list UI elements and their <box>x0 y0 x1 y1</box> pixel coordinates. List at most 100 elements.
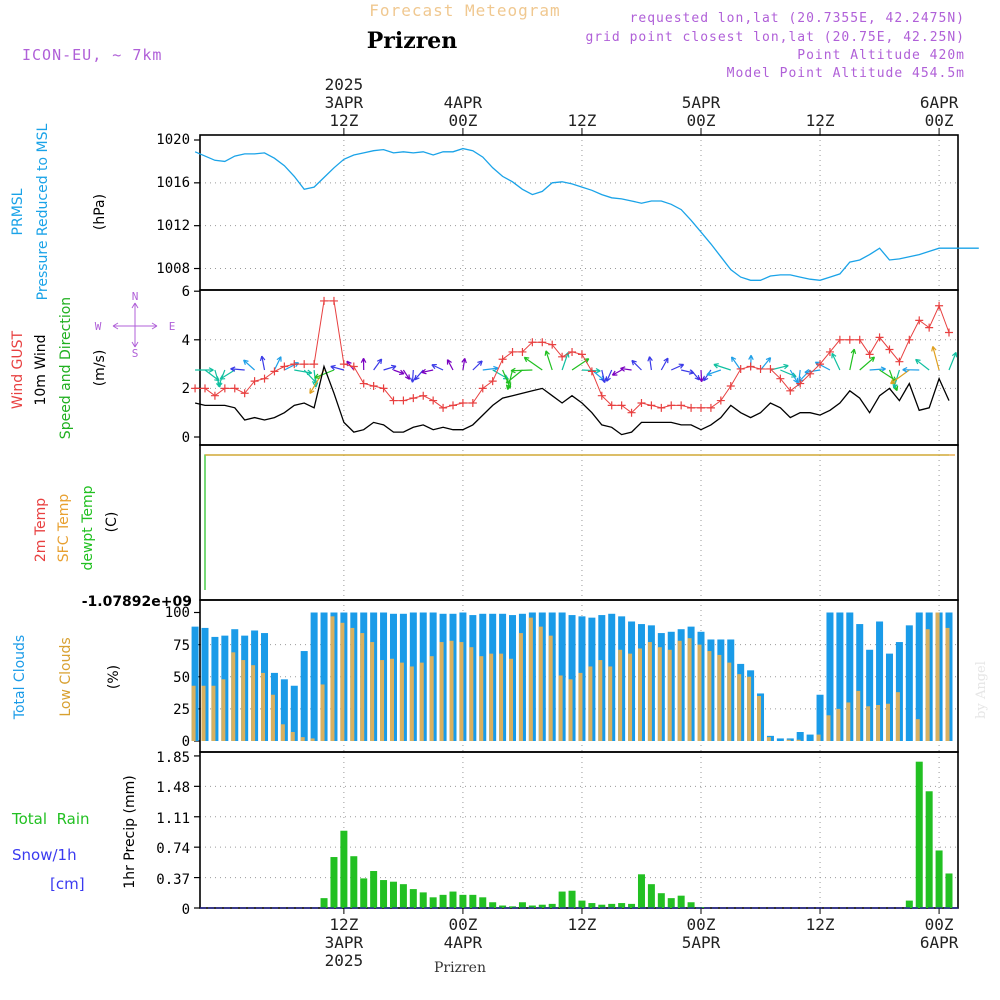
precip-bar <box>399 884 407 908</box>
gust-marker <box>746 362 755 371</box>
gust-marker <box>935 301 944 310</box>
low-cloud-bar <box>290 732 295 741</box>
total-cloud-bar <box>320 612 328 741</box>
gust-marker <box>697 403 705 412</box>
gust-marker <box>260 374 269 383</box>
wind-direction-arrow <box>510 367 533 374</box>
gust-marker <box>468 398 477 407</box>
wind-direction-arrow <box>760 357 772 371</box>
low-cloud-bar <box>866 706 871 741</box>
gust-marker <box>875 333 884 342</box>
low-cloud-bar <box>757 696 762 741</box>
gust-marker <box>597 391 606 400</box>
gust-marker <box>339 360 348 369</box>
low-cloud-bar <box>221 679 226 741</box>
low-cloud-bar <box>647 642 652 741</box>
total-cloud-bar <box>876 621 884 741</box>
wind-direction-arrow <box>330 364 345 371</box>
gust-marker <box>706 403 715 412</box>
low-cloud-bar <box>925 629 930 741</box>
wind-direction-arrow <box>690 369 701 381</box>
precip-bar <box>548 903 556 908</box>
precip-label-rain: Total Rain <box>11 810 90 828</box>
wind-direction-arrow <box>849 348 857 371</box>
dewpt-series-line <box>204 454 949 590</box>
precip-bar <box>320 898 328 908</box>
low-cloud-bar <box>389 658 394 741</box>
pressure-tick-1020: 1020 <box>156 132 190 148</box>
total-cloud-bar <box>826 612 834 741</box>
precip-bar <box>469 894 477 908</box>
time-axis-top-label: 5APR <box>682 93 721 112</box>
gust-marker <box>617 401 626 410</box>
gust-marker <box>329 296 338 305</box>
precip-bar <box>429 897 437 908</box>
gust-marker <box>905 335 914 344</box>
gust-marker <box>915 316 924 325</box>
compass-s-label: S <box>132 347 139 360</box>
total-cloud-bar <box>895 642 903 741</box>
gust-marker <box>538 338 547 347</box>
gridpoint-location: grid point closest lon,lat (20.75E, 42.2… <box>585 30 965 45</box>
wind-direction-arrow <box>730 356 742 371</box>
cloud-bars <box>191 612 953 741</box>
precip-tick-0: 0 <box>182 902 190 918</box>
low-cloud-bar <box>499 653 504 741</box>
gust-marker <box>389 396 398 405</box>
precip-bar <box>637 874 645 908</box>
low-cloud-bar <box>251 665 256 741</box>
grid-layer <box>200 135 958 908</box>
wind-direction-arrow <box>482 365 499 372</box>
wind-direction-arrow <box>219 369 236 380</box>
low-cloud-bar <box>419 662 424 741</box>
low-cloud-bar <box>717 654 722 741</box>
time-axis-bottom-label: 3APR <box>325 933 364 952</box>
wind-direction-arrow <box>195 367 214 373</box>
time-axis-bottom-label: 00Z <box>687 915 716 934</box>
gust-marker <box>191 384 200 393</box>
time-axis-bottom-label: 12Z <box>568 915 597 934</box>
gust-marker <box>568 347 577 356</box>
wind-direction-arrow <box>601 369 607 384</box>
low-cloud-bar <box>320 684 325 741</box>
wind-tick-4: 4 <box>182 333 190 349</box>
precip-bar <box>687 902 695 908</box>
credit-watermark: by Angel <box>974 661 989 719</box>
pressure-tick-1012: 1012 <box>156 218 190 234</box>
temp-label-sfc: SFC Temp <box>56 494 72 563</box>
total-cloud-bar <box>796 732 804 741</box>
compass-w-label: W <box>95 320 102 333</box>
precip-bar <box>389 881 397 908</box>
low-cloud-bar <box>241 660 246 741</box>
gust-marker <box>577 350 586 359</box>
low-cloud-bar <box>618 649 623 741</box>
gust-marker <box>210 391 219 400</box>
precip-bar <box>409 889 417 908</box>
clouds-tick-0: 0 <box>182 734 190 750</box>
wind-direction-arrow <box>915 358 930 371</box>
precip-bar <box>439 894 447 908</box>
precip-tick-1.11: 1.11 <box>156 811 190 827</box>
pressure-label-unit: (hPa) <box>92 194 108 230</box>
low-cloud-bar <box>370 642 375 741</box>
gust-marker <box>399 396 408 405</box>
low-cloud-bar <box>340 622 345 741</box>
wind-direction-arrow <box>902 366 920 373</box>
precip-label-snow: Snow/1h <box>12 846 77 864</box>
low-cloud-bar <box>677 640 682 741</box>
wind-direction-arrow <box>859 356 876 371</box>
time-axis-top-label: 00Z <box>687 111 716 130</box>
low-cloud-bar <box>568 679 573 741</box>
gust-marker <box>845 335 854 344</box>
total-cloud-bar <box>310 612 318 741</box>
gust-marker <box>310 360 319 369</box>
gust-marker <box>449 401 457 410</box>
low-cloud-bar <box>687 638 692 741</box>
panel-frame <box>199 751 959 909</box>
precip-bar <box>558 891 566 908</box>
wind-label-gust: Wind GUST <box>10 330 26 409</box>
low-cloud-bar <box>628 653 633 741</box>
wind-direction-arrow <box>879 369 898 382</box>
